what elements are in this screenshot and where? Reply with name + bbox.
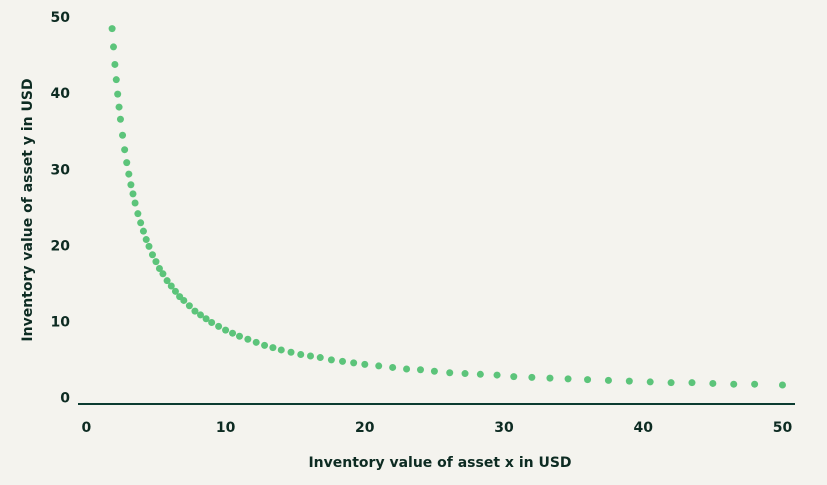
point [123,159,131,167]
y-tick-label: 50 [51,10,71,26]
point [152,258,160,266]
point [297,351,305,359]
point [625,377,633,385]
point [127,181,135,189]
point [222,326,230,334]
point [476,370,484,378]
point [163,277,171,285]
point [339,357,347,365]
point [446,369,454,377]
point [145,242,153,250]
point [129,190,137,198]
point [584,376,592,384]
point [134,210,142,218]
point [389,363,397,371]
point [191,307,199,315]
point [510,373,518,381]
point [139,227,147,235]
point [185,302,193,310]
point [159,270,167,278]
point [112,76,120,84]
point [277,346,285,354]
point [171,287,179,295]
point [778,381,786,389]
y-tick-label: 0 [60,391,70,407]
point [197,311,205,319]
point [131,199,139,207]
point [155,264,163,272]
point [148,251,156,259]
point [119,131,127,139]
x-tick-label: 40 [634,420,654,436]
point [111,60,119,68]
point [167,282,175,290]
point [269,344,277,352]
point [287,348,295,356]
y-tick-label: 20 [51,238,71,254]
point [461,370,469,378]
point [215,322,223,330]
y-axis-label: Inventory value of asset y in USD [20,78,36,341]
point [121,146,129,154]
x-tick-label: 50 [773,420,793,436]
y-tick-label: 30 [51,162,71,178]
point [316,354,324,362]
point [751,380,759,388]
point [709,379,717,387]
point [307,352,315,360]
point [244,335,252,343]
point [208,319,216,327]
point [375,362,383,370]
point [688,379,696,387]
point [350,359,358,367]
point [142,236,150,244]
point [252,338,260,346]
point [114,90,122,98]
point [361,360,369,368]
point [125,170,133,178]
x-axis-label: Inventory value of asset x in USD [308,455,571,471]
point [202,315,210,323]
point [546,374,554,382]
point [493,371,501,379]
x-tick-label: 20 [355,420,375,436]
x-tick-label: 10 [216,420,236,436]
x-tick-label: 0 [81,420,91,436]
point [430,367,438,375]
point [110,43,118,51]
point [564,375,572,383]
point [115,103,123,111]
x-tick-label: 30 [494,420,514,436]
point [229,329,237,337]
point [235,332,243,340]
point [261,341,269,349]
point [403,365,411,373]
point [730,380,738,388]
point [137,219,145,227]
point [667,379,675,387]
y-tick-label: 10 [51,315,71,331]
point [108,25,116,33]
point [604,376,612,384]
point [116,115,124,123]
point [180,296,188,304]
point [327,356,335,364]
point [416,366,424,374]
point [528,373,536,381]
point [646,378,654,386]
y-tick-label: 40 [51,86,71,102]
